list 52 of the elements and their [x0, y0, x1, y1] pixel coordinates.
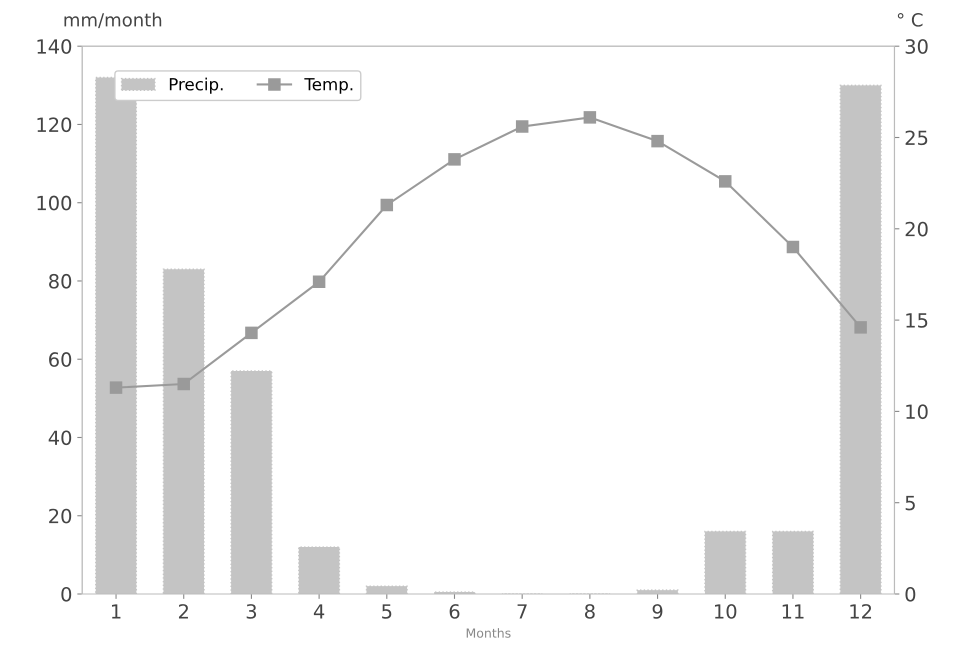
y-axis-title: mm/month — [64, 12, 162, 28]
point — [651, 134, 664, 148]
y-tick-label: 0 — [61, 586, 72, 602]
point — [245, 326, 258, 340]
x-tick-label: 4 — [314, 604, 324, 618]
y-tick-label: 60 — [49, 352, 72, 367]
x-tick-label: 6 — [450, 604, 460, 619]
point — [786, 240, 800, 254]
x-tick-label: 5 — [382, 604, 392, 619]
point — [854, 321, 867, 334]
y2-tick-label: 30 — [906, 39, 928, 54]
bar — [162, 268, 205, 594]
legend-label: Precip. — [170, 78, 223, 94]
legend-label: Temp. — [304, 78, 352, 94]
x-tick-label: 12 — [850, 604, 872, 618]
bar — [704, 530, 746, 594]
point — [110, 381, 122, 394]
y2-tick-label: 5 — [906, 496, 915, 510]
x-tick-label: 3 — [246, 604, 256, 619]
y-tick-label: 140 — [37, 39, 72, 54]
y2-tick-label: 15 — [906, 313, 928, 328]
point — [380, 198, 394, 212]
point — [719, 175, 732, 188]
point — [177, 378, 190, 390]
bar — [772, 530, 814, 594]
point — [584, 111, 596, 124]
x-tick-label: 2 — [178, 604, 188, 618]
y-tick-label: 100 — [37, 196, 72, 210]
y-tick-label: 120 — [37, 117, 72, 132]
bar — [366, 585, 408, 594]
bar — [840, 84, 882, 594]
x-tick-label: 7 — [518, 604, 527, 618]
y2-tick-label: 25 — [906, 130, 928, 146]
bar — [298, 546, 340, 594]
y2-axis-title: ° C — [898, 13, 923, 27]
x-tick-label: 8 — [585, 604, 595, 619]
y-tick-label: 20 — [49, 508, 72, 524]
x-tick-label: 10 — [715, 604, 736, 619]
bar — [230, 370, 272, 594]
point — [312, 276, 326, 288]
bar — [636, 589, 679, 594]
y2-tick-label: 10 — [906, 404, 928, 420]
x-tick-label: 11 — [782, 604, 804, 618]
y-tick-label: 80 — [49, 274, 72, 289]
point — [516, 120, 528, 133]
x-tick-label: 9 — [652, 604, 662, 619]
x-tick-label: 1 — [112, 604, 120, 618]
y2-tick-label: 20 — [906, 222, 928, 236]
y-tick-label: 40 — [48, 430, 72, 446]
y2-tick-label: 0 — [905, 586, 916, 602]
point — [448, 153, 461, 166]
x-axis-title: Months — [466, 628, 511, 638]
